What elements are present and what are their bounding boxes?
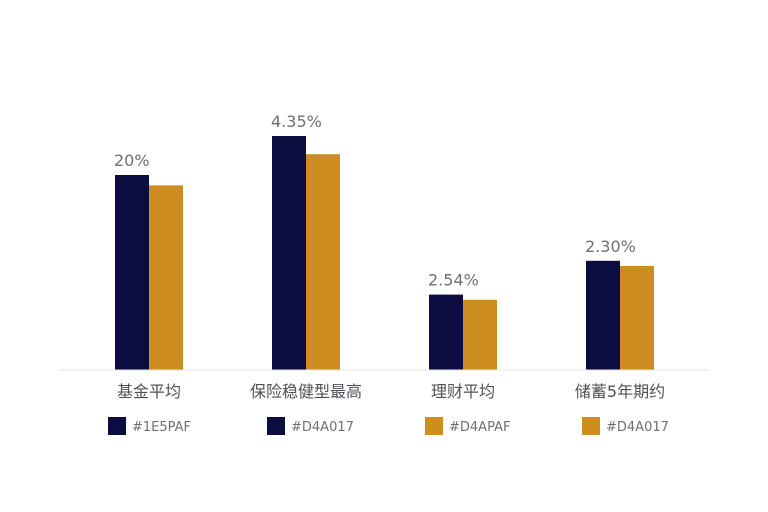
category-label-1: 保险稳健型最高	[250, 382, 362, 401]
legend-swatch-1	[267, 417, 285, 435]
legend-label-3: #D4A017	[606, 420, 669, 435]
value-label-3: 2.30%	[585, 237, 636, 256]
bar-1-series-0	[272, 136, 306, 370]
legend: #1E5PAF #D4A017 #D4APAF #D4A017	[108, 417, 669, 435]
labels-layer: 20% 基金平均 4.35% 保险稳健型最高 2.54% 理财平均 2.30% 储蓄5年期约	[114, 112, 665, 401]
legend-item-1: #D4A017	[267, 417, 354, 435]
bar-3-series-0	[586, 260, 620, 370]
legend-swatch-2	[425, 417, 443, 435]
legend-item-2: #D4APAF	[425, 417, 510, 435]
bar-3-series-1	[620, 266, 654, 370]
value-label-0: 20%	[114, 151, 150, 170]
legend-label-0: #1E5PAF	[132, 420, 191, 435]
category-label-3: 储蓄5年期约	[575, 382, 665, 401]
legend-swatch-0	[108, 417, 126, 435]
bar-1-series-1	[306, 154, 340, 370]
value-label-1: 4.35%	[271, 112, 322, 131]
legend-item-3: #D4A017	[582, 417, 669, 435]
bars-layer	[115, 136, 654, 370]
legend-label-1: #D4A017	[291, 420, 354, 435]
bar-2-series-1	[463, 299, 497, 370]
bar-2-series-0	[429, 294, 463, 370]
bar-0-series-0	[115, 175, 149, 370]
category-label-0: 基金平均	[117, 382, 181, 401]
value-label-2: 2.54%	[428, 271, 479, 290]
bar-0-series-1	[149, 185, 183, 370]
legend-item-0: #1E5PAF	[108, 417, 191, 435]
category-label-2: 理财平均	[431, 382, 495, 401]
legend-swatch-3	[582, 417, 600, 435]
legend-label-2: #D4APAF	[449, 420, 510, 435]
